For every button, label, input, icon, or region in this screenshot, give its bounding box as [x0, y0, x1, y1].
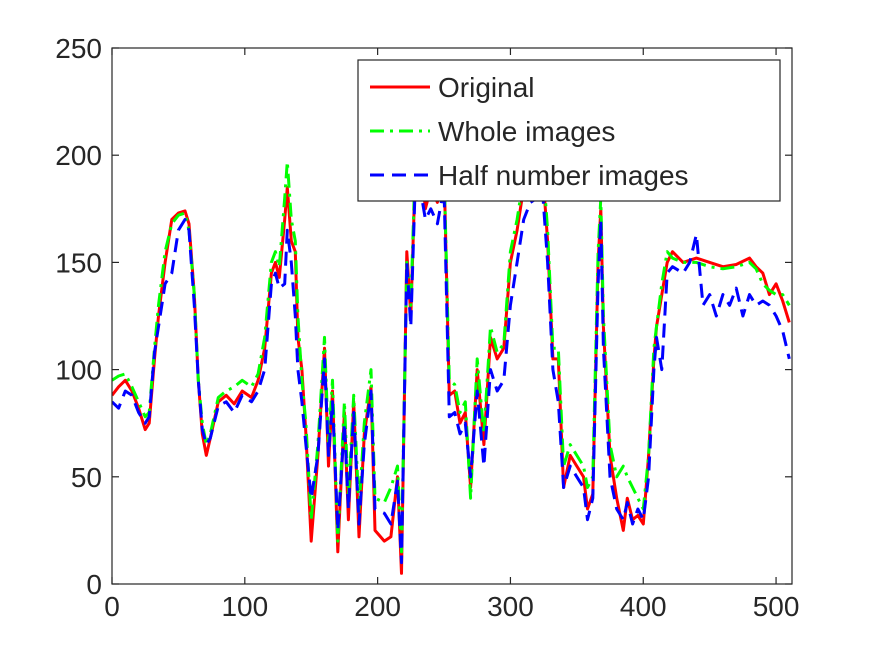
series-line-2	[112, 185, 791, 565]
legend-label-2: Half number images	[438, 160, 689, 191]
y-tick-label: 50	[71, 462, 102, 493]
legend: Original Whole images Half number images	[357, 59, 781, 202]
y-tick-label: 150	[55, 247, 102, 278]
x-tick-label: 100	[221, 591, 268, 622]
x-tick-label: 500	[753, 591, 800, 622]
x-tick-label: 0	[104, 591, 120, 622]
y-tick-label: 250	[55, 33, 102, 64]
legend-label-1: Whole images	[438, 116, 615, 147]
y-tick-label: 200	[55, 140, 102, 171]
y-tick-label: 0	[86, 569, 102, 600]
legend-label-0: Original	[438, 72, 534, 103]
ticks-layer: 0 100 200 300 400 500 0 50 100 150 200 250	[55, 33, 799, 622]
x-tick-label: 300	[487, 591, 534, 622]
y-tick-label: 100	[55, 355, 102, 386]
plot-frame	[111, 47, 793, 585]
x-tick-label: 400	[620, 591, 667, 622]
x-tick-label: 200	[354, 591, 401, 622]
